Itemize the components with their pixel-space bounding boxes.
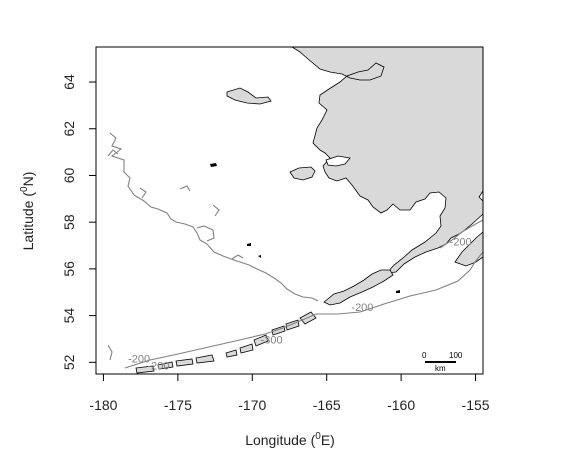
y-tick-label: 62 (61, 121, 77, 137)
small-island (258, 255, 261, 258)
y-tick-label: 52 (61, 354, 77, 370)
pribilof-islands (247, 243, 251, 246)
st-lawrence-island (227, 88, 271, 104)
x-axis: -180 -175 -170 -165 -160 -155 (89, 374, 489, 413)
x-tick-label: -180 (89, 397, 117, 413)
y-tick-label: 64 (61, 74, 77, 90)
y-axis-title: Latitude (0N) (19, 172, 36, 251)
scale-bar: 0 100 km (422, 351, 463, 373)
x-tick-label: -170 (238, 397, 266, 413)
x-tick-label: -175 (164, 397, 192, 413)
x-tick-label: -160 (387, 397, 415, 413)
y-axis: 52 54 56 58 60 62 64 (61, 74, 96, 370)
x-axis-title-end: E) (321, 432, 335, 448)
contour-label: -300 (261, 335, 283, 347)
small-island (396, 290, 400, 293)
alaska-peninsula (324, 270, 393, 305)
y-axis-title-end: N) (20, 172, 36, 187)
contour-label: -200 (450, 237, 472, 249)
small-island (210, 163, 217, 167)
y-tick-label: 60 (61, 167, 77, 183)
y-tick-label: 56 (61, 261, 77, 277)
scale-end-label: 100 (449, 351, 463, 360)
contour-label: -200 (351, 302, 373, 314)
y-axis-title-main: Latitude ( (20, 192, 36, 251)
x-axis-title: Longitude (0E) (245, 431, 335, 448)
scale-start-label: 0 (422, 351, 427, 360)
contour-labels: -200-200-300-200-200 (128, 237, 472, 373)
x-axis-title-main: Longitude ( (245, 432, 315, 448)
y-tick-label: 58 (61, 214, 77, 230)
y-tick-label: 54 (61, 308, 77, 324)
nunivak-island (290, 167, 315, 180)
x-tick-label: -155 (462, 397, 490, 413)
contour-label: -200 (147, 360, 169, 372)
x-tick-label: -165 (313, 397, 341, 413)
scale-unit-label: km (435, 364, 446, 373)
map-layers: 0 100 km -200-200-300-200-200 (108, 47, 483, 373)
